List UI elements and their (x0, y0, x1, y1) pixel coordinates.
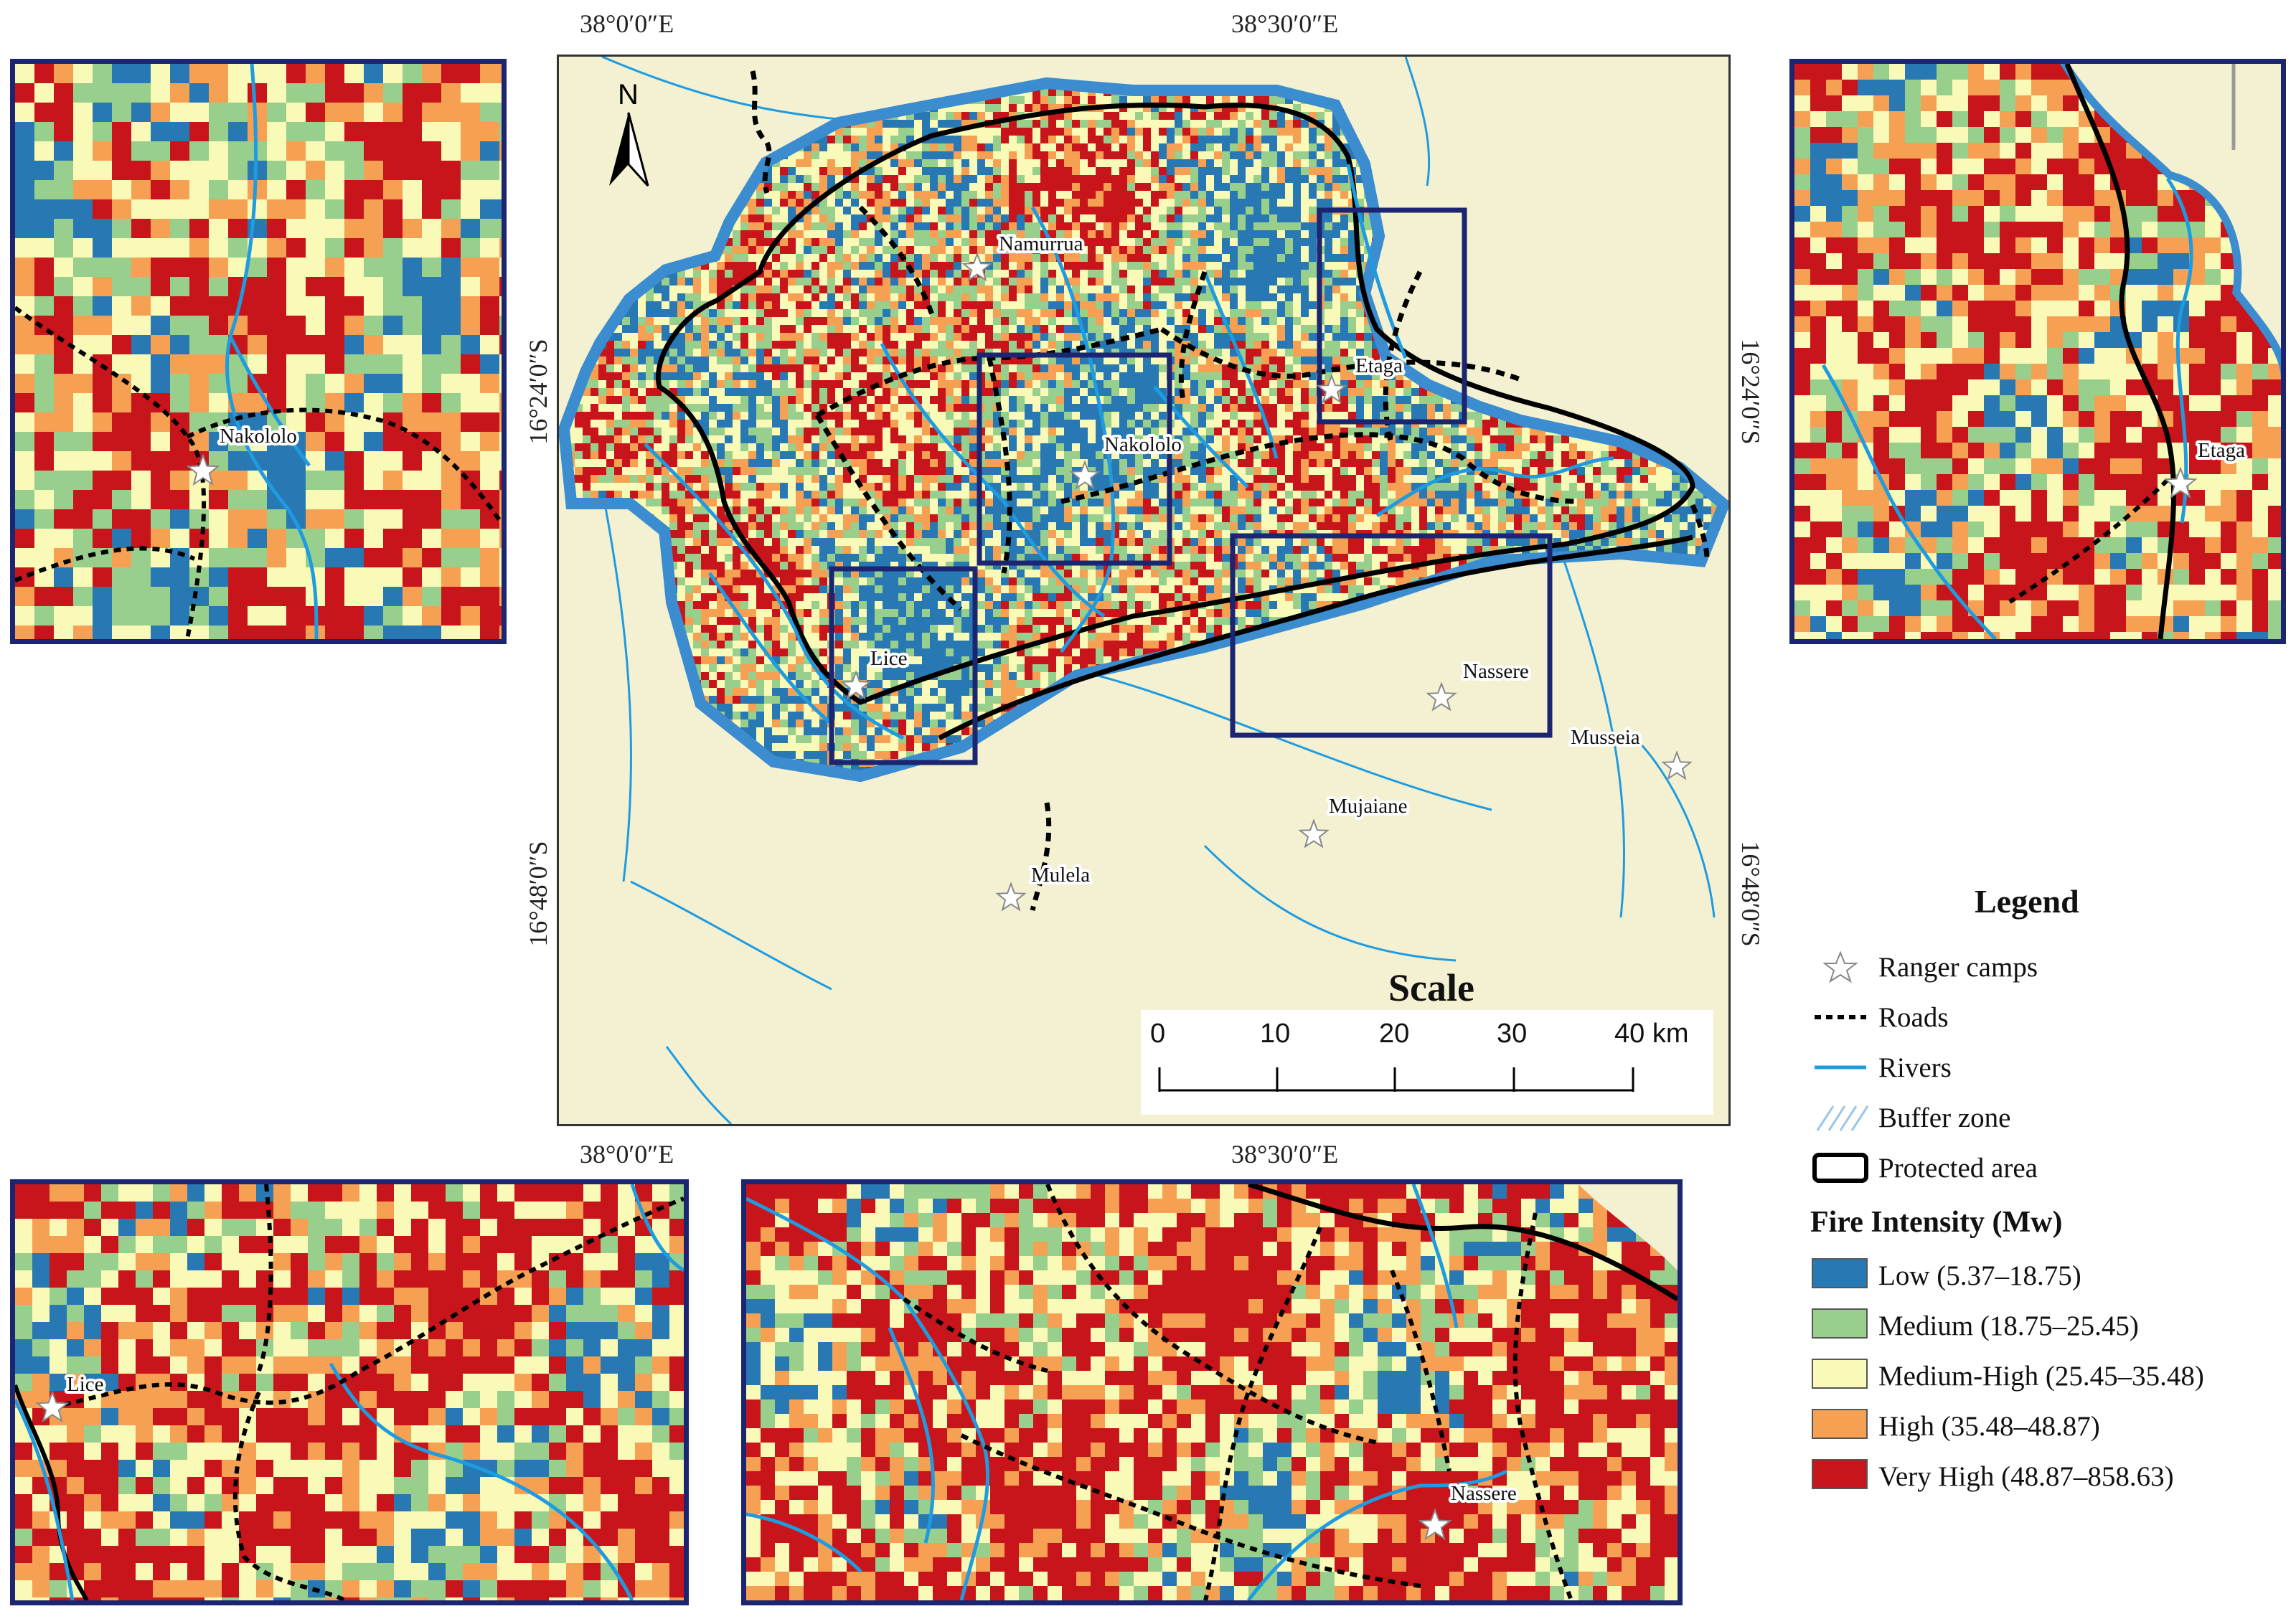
inset-nakololo[interactable]: Nakololo (10, 59, 507, 644)
ranger-camp-star-icon[interactable] (995, 882, 1027, 912)
legend-class-medium: Medium (18.75–25.45) (1797, 1304, 2285, 1347)
legend-label: Roads (1878, 1002, 1949, 1033)
legend-item-rivers: Rivers (1797, 1046, 2285, 1089)
hatch-icon (1816, 1105, 1869, 1131)
ranger-camp-star-icon[interactable] (840, 670, 872, 700)
coord-left-bottom: 16°48′0″S (524, 841, 552, 947)
ranger-camp-star-icon[interactable] (1069, 460, 1101, 490)
town-label-namurrua: Namurrua (999, 232, 1083, 255)
legend-item-protected-area: Protected area (1797, 1146, 2285, 1189)
dotted-line-icon (1815, 1015, 1866, 1019)
coord-top-left: 38°0′0″E (580, 9, 674, 38)
legend-label: Rivers (1878, 1052, 1952, 1083)
coord-top-right: 38°30′0″E (1231, 9, 1339, 38)
inset-boxes (829, 207, 1553, 765)
star-icon (1822, 951, 1858, 983)
inset-etaga-canvas: Etaga (1794, 64, 2281, 639)
main-map[interactable]: Namurrua Etaga Nakololo Lice Nassere Mus… (557, 55, 1731, 1126)
swatch-very-high (1812, 1459, 1868, 1489)
inset-nakololo-canvas: Nakololo (15, 64, 502, 639)
ranger-camp-star-icon[interactable] (1426, 681, 1457, 712)
north-label: N (618, 79, 639, 110)
ranger-camp-star-icon[interactable] (186, 453, 220, 486)
river-line-icon (1815, 1065, 1866, 1070)
swatch-medium-high (1812, 1359, 1868, 1389)
scale-title: Scale (1388, 966, 1474, 1009)
legend-label: Medium-High (25.45–35.48) (1878, 1361, 2204, 1392)
legend-title: Legend (1975, 883, 2079, 920)
town-label-lice: Lice (870, 647, 908, 670)
town-label-mulela: Mulela (1031, 864, 1090, 887)
town-label-nassere: Nassere (1463, 660, 1529, 683)
swatch-low (1812, 1258, 1868, 1288)
legend-class-medium-high: Medium-High (25.45–35.48) (1797, 1354, 2285, 1397)
legend-label: Buffer zone (1878, 1103, 2011, 1133)
scale-tick-30: 30 (1497, 1019, 1528, 1049)
coord-left-top: 16°24′0″S (524, 339, 552, 445)
swatch-medium (1812, 1308, 1868, 1339)
legend-item-roads: Roads (1797, 996, 2285, 1039)
legend: Legend Ranger camps Roads Rivers Buffer … (1797, 874, 2285, 1505)
town-label-nakololo-inset: Nakololo (220, 425, 297, 448)
legend-label: Medium (18.75–25.45) (1878, 1311, 2139, 1341)
coord-right-bottom: 16°48′0″S (1736, 841, 1765, 947)
swatch-high (1812, 1409, 1868, 1439)
town-label-etaga: Etaga (1355, 354, 1403, 377)
ranger-camp-star-icon[interactable] (2163, 466, 2198, 499)
legend-label: High (35.48–48.87) (1878, 1411, 2100, 1442)
legend-label: Ranger camps (1878, 952, 2038, 983)
ranger-camp-star-icon[interactable] (1316, 374, 1347, 404)
legend-class-very-high: Very High (48.87–858.63) (1797, 1455, 2285, 1498)
town-label-lice-inset: Lice (67, 1373, 104, 1396)
inset-etaga[interactable]: Etaga (1789, 59, 2286, 644)
scale-tick-20: 20 (1379, 1019, 1410, 1049)
fire-intensity-title: Fire Intensity (Mw) (1810, 1206, 2063, 1239)
legend-label: Low (5.37–18.75) (1878, 1260, 2081, 1291)
coord-right-top: 16°24′0″S (1736, 339, 1765, 445)
town-label-musseia: Musseia (1571, 726, 1640, 749)
ranger-camp-star-icon[interactable] (1298, 818, 1330, 849)
inset-lice[interactable]: Lice (10, 1179, 689, 1605)
north-arrow-icon: N (609, 79, 649, 187)
town-label-etaga-inset: Etaga (2198, 439, 2245, 462)
scale-tick-40: 40 km (1614, 1019, 1689, 1049)
inset-lice-canvas: Lice (15, 1184, 684, 1600)
protected-area-boundary (656, 102, 1695, 705)
ranger-camp-star-icon[interactable] (961, 252, 993, 282)
legend-item-buffer-zone: Buffer zone (1797, 1096, 2285, 1139)
scale-tick-0: 0 (1150, 1019, 1166, 1049)
town-label-nassere-inset: Nassere (1451, 1482, 1517, 1505)
legend-class-low: Low (5.37–18.75) (1797, 1254, 2285, 1297)
outline-box-icon (1812, 1153, 1868, 1183)
legend-label: Very High (48.87–858.63) (1878, 1461, 2174, 1492)
ranger-camp-star-icon[interactable] (35, 1390, 70, 1423)
inset-nassere-canvas: Nassere (746, 1184, 1678, 1600)
scale-tick-10: 10 (1260, 1019, 1291, 1049)
main-map-canvas: Namurrua Etaga Nakololo Lice Nassere Mus… (559, 57, 1728, 1124)
scale-box (1141, 1010, 1713, 1115)
coord-bottom-left: 38°0′0″E (580, 1140, 674, 1169)
legend-item-ranger-camps: Ranger camps (1797, 945, 2285, 988)
inset-nassere[interactable]: Nassere (741, 1179, 1683, 1605)
town-label-mujaiane: Mujaiane (1329, 795, 1408, 818)
legend-class-high: High (35.48–48.87) (1797, 1405, 2285, 1448)
coord-bottom-right: 38°30′0″E (1231, 1140, 1339, 1169)
legend-label: Protected area (1878, 1153, 2038, 1184)
ranger-camp-star-icon[interactable] (1418, 1508, 1452, 1541)
ranger-camp-star-icon[interactable] (1661, 750, 1693, 780)
town-label-nakololo: Nakololo (1104, 433, 1182, 456)
scale-bar (1158, 1067, 1634, 1092)
